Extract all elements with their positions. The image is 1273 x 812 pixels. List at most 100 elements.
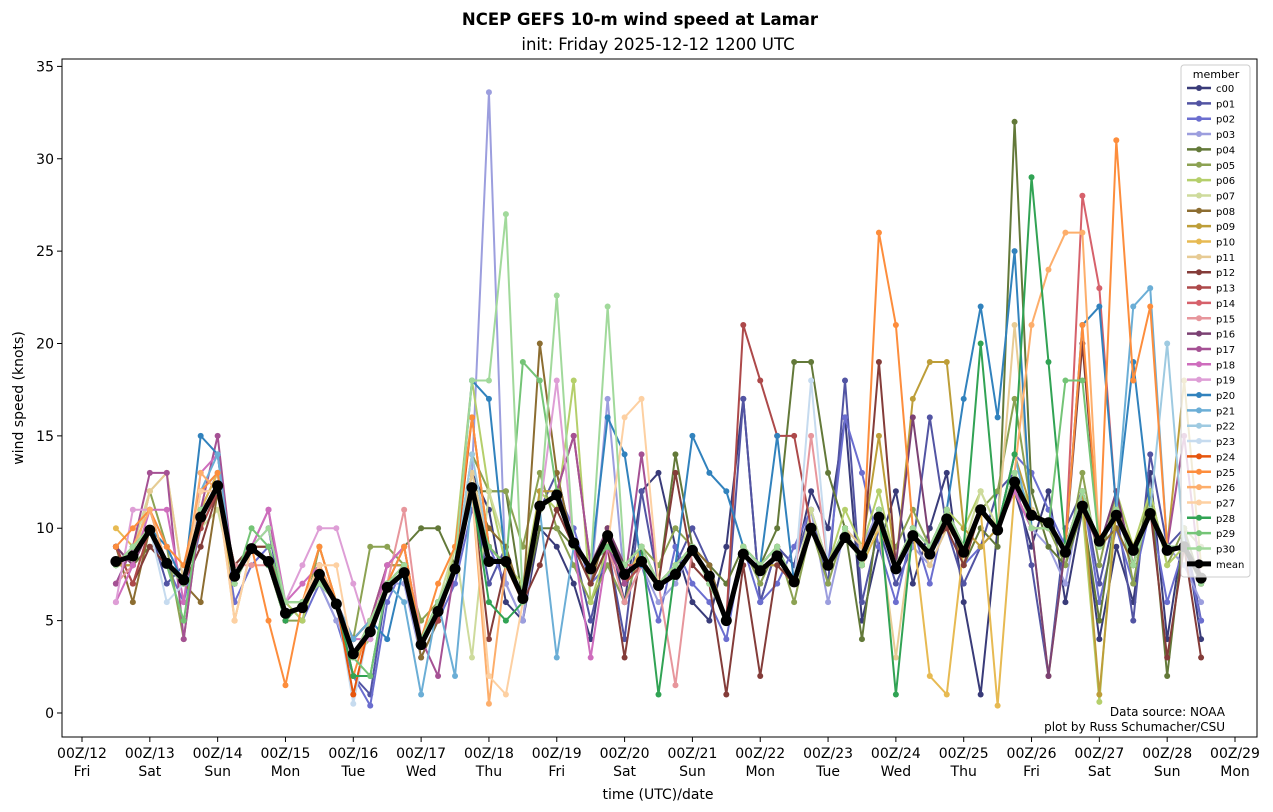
data-point: [977, 488, 984, 495]
data-point: [1009, 476, 1021, 488]
data-point: [621, 599, 628, 606]
data-point: [740, 322, 747, 329]
data-point: [313, 568, 325, 580]
legend-marker-p27: [1196, 499, 1202, 506]
data-point: [706, 562, 713, 569]
data-point: [720, 615, 732, 627]
data-point: [1130, 580, 1137, 587]
credit-note: plot by Russ Schumacher/CSU: [1044, 720, 1225, 734]
data-point: [740, 543, 747, 550]
data-point: [672, 451, 679, 458]
series-p26: [112, 229, 1205, 707]
data-point: [112, 525, 119, 532]
data-point: [892, 488, 899, 495]
legend-marker-p30: [1196, 545, 1202, 552]
x-tick-day-label: Mon: [745, 764, 775, 780]
data-point: [1079, 488, 1086, 495]
axes-frame: [61, 58, 1258, 738]
data-point: [163, 580, 170, 587]
data-point: [638, 451, 645, 458]
data-point: [672, 682, 679, 689]
chart-title: NCEP GEFS 10-m wind speed at Lamar: [462, 10, 819, 29]
data-point: [808, 377, 815, 384]
data-point: [842, 414, 849, 421]
data-point: [875, 229, 882, 236]
data-point: [1198, 599, 1205, 606]
data-point: [163, 543, 170, 550]
legend-marker-p05: [1196, 161, 1202, 168]
data-point: [553, 543, 560, 550]
x-tick-day-label: Sat: [1088, 764, 1111, 780]
data-point: [146, 469, 153, 476]
data-point: [890, 563, 902, 575]
data-point: [858, 636, 865, 643]
legend-marker-p07: [1196, 192, 1202, 199]
data-point: [112, 543, 119, 550]
data-point: [604, 562, 611, 569]
data-point: [791, 432, 798, 439]
data-point: [1045, 673, 1052, 680]
data-point: [1045, 358, 1052, 365]
data-point: [1096, 303, 1103, 310]
data-point: [452, 673, 459, 680]
legend-label-p27: p27: [1216, 498, 1235, 509]
data-point: [265, 525, 272, 532]
data-point: [602, 530, 614, 542]
data-point: [263, 555, 275, 567]
data-point: [502, 488, 509, 495]
legend-marker-p08: [1196, 207, 1202, 214]
data-point: [892, 599, 899, 606]
x-axis-label: time (UTC)/date: [602, 787, 713, 803]
legend-label-p24: p24: [1216, 452, 1235, 463]
data-point: [858, 599, 865, 606]
data-point: [587, 580, 594, 587]
data-point: [839, 531, 851, 543]
data-point: [655, 469, 662, 476]
data-point: [774, 525, 781, 532]
data-point: [926, 673, 933, 680]
data-point: [519, 617, 526, 624]
data-point: [858, 562, 865, 569]
data-point: [941, 513, 953, 525]
data-point: [350, 691, 357, 698]
x-tick-label: 00Z/20: [600, 746, 650, 762]
x-tick-day-label: Wed: [881, 764, 912, 780]
legend-marker-p26: [1196, 484, 1202, 491]
x-tick-label: 00Z/17: [396, 746, 446, 762]
data-point: [740, 395, 747, 402]
data-point: [791, 358, 798, 365]
x-tick-label: 00Z/25: [939, 746, 989, 762]
data-point: [553, 525, 560, 532]
data-point: [485, 673, 492, 680]
data-point: [706, 617, 713, 624]
data-point: [1127, 544, 1139, 556]
data-point: [808, 488, 815, 495]
series-line-p16: [115, 416, 1202, 678]
data-point: [279, 607, 291, 619]
data-point: [229, 570, 241, 582]
data-point: [706, 599, 713, 606]
data-point: [842, 506, 849, 513]
series-line-c00: [115, 397, 1203, 696]
data-point: [856, 550, 868, 562]
data-point: [689, 525, 696, 532]
legend-label-p14: p14: [1216, 299, 1235, 310]
data-point: [163, 599, 170, 606]
data-point: [926, 580, 933, 587]
legend-marker-p16: [1196, 330, 1202, 337]
data-source-note: Data source: NOAA: [1110, 705, 1226, 719]
y-axis-label: wind speed (knots): [11, 331, 27, 465]
data-point: [350, 673, 357, 680]
data-point: [672, 469, 679, 476]
series-p23: [112, 377, 1205, 707]
legend-label-p12: p12: [1216, 268, 1235, 279]
legend-marker-p18: [1196, 361, 1202, 368]
legend-marker-p12: [1196, 269, 1202, 276]
data-point: [502, 691, 509, 698]
data-point: [1028, 322, 1035, 329]
legend-label-p02: p02: [1216, 115, 1235, 126]
data-point: [1198, 654, 1205, 661]
data-point: [519, 358, 526, 365]
data-point: [214, 469, 221, 476]
data-point: [570, 377, 577, 384]
